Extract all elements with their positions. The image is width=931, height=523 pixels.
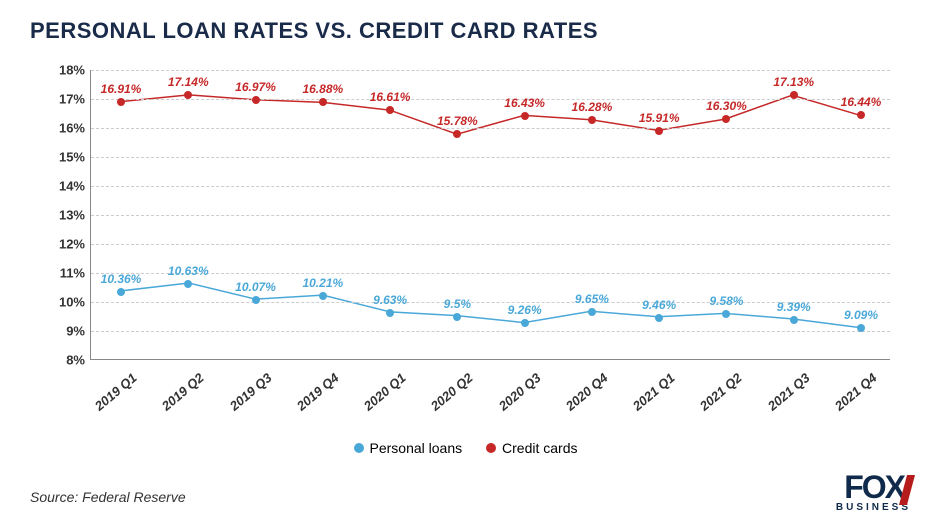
legend-dot-personal: [354, 443, 364, 453]
data-marker: [521, 319, 529, 327]
chart-title: PERSONAL LOAN RATES VS. CREDIT CARD RATE…: [30, 18, 598, 44]
y-axis-label: 16%: [30, 121, 85, 136]
chart-area: 10.36% 10.63% 10.07% 10.21% 9.63% 9.5% 9.26% 9.…: [30, 60, 900, 420]
y-axis-label: 18%: [30, 63, 85, 78]
data-label: 15.91%: [639, 111, 680, 125]
data-marker: [655, 314, 663, 322]
x-axis-label: 2019 Q2: [144, 370, 207, 426]
x-axis-label: 2019 Q1: [76, 370, 139, 426]
data-marker: [252, 96, 260, 104]
data-marker: [117, 98, 125, 106]
data-marker: [722, 115, 730, 123]
data-label: 16.61%: [370, 90, 411, 104]
data-marker: [588, 308, 596, 316]
data-marker: [722, 310, 730, 318]
data-label: 16.28%: [572, 100, 613, 114]
x-axis-label: 2021 Q1: [615, 370, 678, 426]
data-marker: [857, 111, 865, 119]
gridline: [91, 273, 890, 274]
x-axis-label: 2020 Q3: [480, 370, 543, 426]
x-axis-label: 2021 Q2: [682, 370, 745, 426]
data-marker: [453, 313, 461, 321]
brand-fox-text: FOX: [844, 469, 904, 505]
data-marker: [319, 98, 327, 106]
gridline: [91, 157, 890, 158]
y-axis-label: 12%: [30, 237, 85, 252]
data-marker: [386, 106, 394, 114]
data-marker: [319, 292, 327, 300]
legend-dot-credit: [486, 443, 496, 453]
x-axis-label: 2021 Q3: [749, 370, 812, 426]
data-marker: [252, 296, 260, 304]
gridline: [91, 128, 890, 129]
series-line: [122, 283, 859, 328]
data-label: 9.09%: [844, 308, 878, 322]
gridline: [91, 331, 890, 332]
y-axis-label: 10%: [30, 295, 85, 310]
y-axis-label: 8%: [30, 353, 85, 368]
y-axis-label: 11%: [30, 266, 85, 281]
data-marker: [184, 91, 192, 99]
legend-label-credit: Credit cards: [502, 440, 577, 456]
data-marker: [790, 91, 798, 99]
data-label: 16.88%: [302, 82, 343, 96]
data-label: 9.63%: [373, 293, 407, 307]
data-label: 9.58%: [709, 294, 743, 308]
data-marker: [857, 324, 865, 332]
gridline: [91, 215, 890, 216]
data-label: 9.39%: [777, 300, 811, 314]
data-label: 15.78%: [437, 114, 478, 128]
gridline: [91, 70, 890, 71]
x-axis-label: 2019 Q3: [211, 370, 274, 426]
data-label: 9.26%: [508, 303, 542, 317]
data-label: 16.97%: [235, 80, 276, 94]
data-label: 9.5%: [444, 297, 471, 311]
data-label: 17.13%: [773, 75, 814, 89]
gridline: [91, 99, 890, 100]
x-axis-label: 2020 Q4: [547, 370, 610, 426]
data-marker: [588, 116, 596, 124]
x-axis-label: 2021 Q4: [816, 370, 879, 426]
data-label: 16.44%: [841, 95, 882, 109]
data-marker: [453, 130, 461, 138]
data-label: 16.30%: [706, 99, 747, 113]
data-label: 10.36%: [101, 272, 142, 286]
y-axis-label: 17%: [30, 92, 85, 107]
legend-label-personal: Personal loans: [370, 440, 463, 456]
y-axis-label: 14%: [30, 179, 85, 194]
data-marker: [790, 316, 798, 324]
y-axis-label: 15%: [30, 150, 85, 165]
legend-item-credit: Credit cards: [486, 440, 577, 456]
data-label: 17.14%: [168, 75, 209, 89]
x-axis-label: 2020 Q1: [345, 370, 408, 426]
y-axis-label: 9%: [30, 324, 85, 339]
x-axis-label: 2019 Q4: [278, 370, 341, 426]
gridline: [91, 186, 890, 187]
brand-logo: FOX BUSINESS: [836, 469, 911, 513]
data-marker: [655, 127, 663, 135]
data-label: 10.21%: [302, 276, 343, 290]
data-label: 16.91%: [101, 82, 142, 96]
data-label: 9.46%: [642, 298, 676, 312]
data-marker: [521, 112, 529, 120]
plot-area: 10.36% 10.63% 10.07% 10.21% 9.63% 9.5% 9.26% 9.…: [90, 70, 890, 360]
data-marker: [117, 288, 125, 296]
source-text: Source: Federal Reserve: [30, 489, 186, 505]
y-axis-label: 13%: [30, 208, 85, 223]
data-label: 9.65%: [575, 292, 609, 306]
gridline: [91, 302, 890, 303]
gridline: [91, 244, 890, 245]
x-axis-label: 2020 Q2: [413, 370, 476, 426]
legend-item-personal: Personal loans: [354, 440, 463, 456]
data-label: 10.07%: [235, 280, 276, 294]
data-marker: [184, 280, 192, 288]
data-label: 10.63%: [168, 264, 209, 278]
data-label: 16.43%: [504, 96, 545, 110]
data-marker: [386, 309, 394, 317]
legend: Personal loans Credit cards: [0, 440, 931, 456]
